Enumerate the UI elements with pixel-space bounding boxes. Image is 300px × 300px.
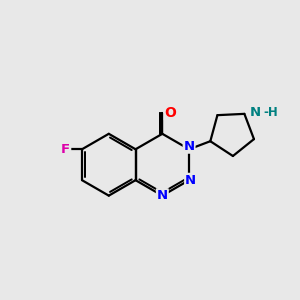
Text: N: N <box>185 174 196 187</box>
Text: N: N <box>250 106 261 119</box>
Text: F: F <box>61 143 70 156</box>
Text: N: N <box>184 140 195 153</box>
Text: N: N <box>157 189 168 202</box>
Text: -H: -H <box>263 106 278 119</box>
Text: O: O <box>165 106 176 120</box>
